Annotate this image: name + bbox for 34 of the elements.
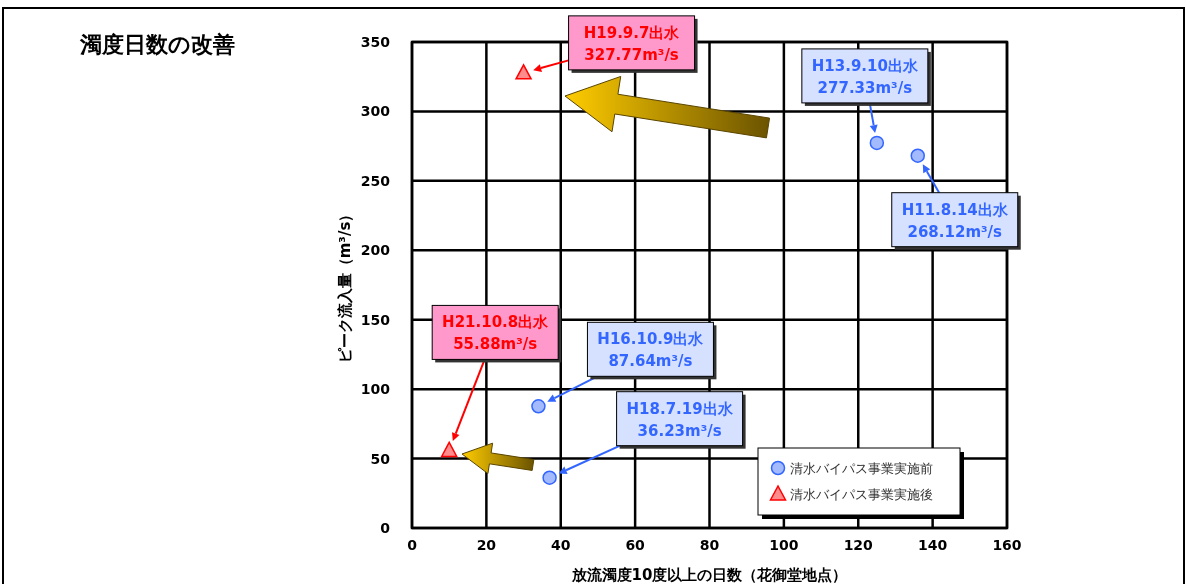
y-tick-label: 250 [360,172,391,189]
x-tick-label: 120 [843,537,874,553]
y-tick-label: 100 [360,381,391,398]
legend-label: 清水バイパス事業実施前 [790,461,933,476]
annotation: H16.10.9出水 87.64m³/s [597,330,705,371]
x-tick-label: 100 [769,537,799,553]
y-tick-label: 300 [360,103,391,120]
legend-label: 清水バイパス事業実施後 [790,487,933,502]
x-axis-title: 放流濁度10度以上の日数（花御堂地点） [570,566,848,584]
annotation: H21.10.8出水 55.88m³/s [442,313,550,354]
annotation: H19.9.7出水 327.77m³/s [583,23,681,64]
x-tick-label: 60 [625,537,646,553]
point [910,148,925,163]
x-tick-label: 0 [407,537,418,553]
point [440,441,458,458]
x-tick-label: 80 [699,537,720,553]
annotation: H13.9.10出水 277.33m³/s [811,56,919,97]
point [515,64,532,80]
x-tick-label: 20 [476,537,497,553]
point [542,470,557,485]
point [531,399,546,414]
x-tick-label: 40 [551,537,571,553]
y-axis-title: ピーク流入量（m³/s） [336,206,354,364]
y-tick-label: 0 [380,520,391,536]
annotation: H18.7.19出水 36.23m³/s [626,399,734,440]
text: 濁度日数の改善 [79,32,235,57]
y-tick-label: 350 [360,34,391,50]
y-tick-label: 150 [360,311,391,328]
x-tick-label: 140 [918,537,948,553]
y-tick-label: 200 [360,242,391,259]
annotation: H11.8.14出水 268.12m³/s [901,200,1009,241]
y-tick-label: 50 [370,450,391,467]
point [869,135,885,151]
x-tick-label: 160 [992,537,1022,553]
